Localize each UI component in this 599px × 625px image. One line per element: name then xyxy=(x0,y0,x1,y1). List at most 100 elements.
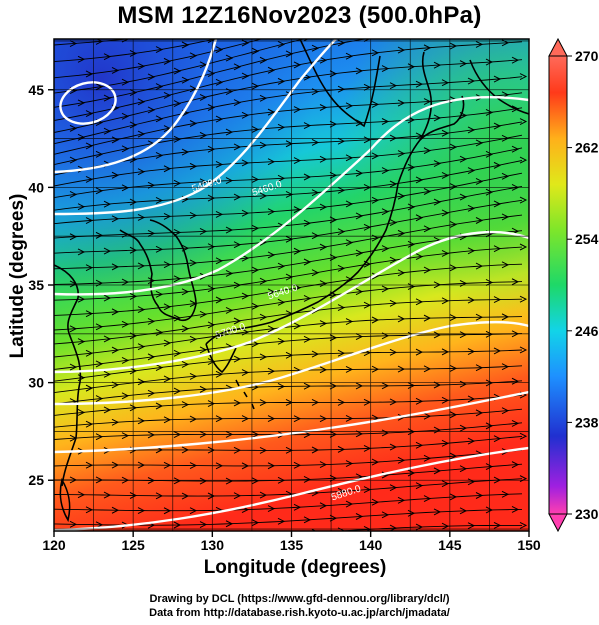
x-axis-label: Longitude (degrees) xyxy=(203,557,387,578)
streamline-arrow xyxy=(449,264,458,272)
streamline-arrow xyxy=(486,4,492,10)
streamline-arrow xyxy=(355,212,364,220)
streamline-arrow xyxy=(259,141,268,149)
y-tick-label: 35 xyxy=(28,277,44,293)
streamline-arrow xyxy=(467,348,476,355)
streamline-arrow xyxy=(103,406,112,414)
streamline-arrow xyxy=(467,296,476,304)
streamline-arrow xyxy=(423,412,432,420)
streamline-arrow xyxy=(511,419,520,427)
streamline-arrow xyxy=(381,429,390,437)
streamline-arrow xyxy=(95,323,104,331)
streamline-arrow xyxy=(398,1,404,7)
streamline-arrow xyxy=(441,297,450,305)
streamline-arrow xyxy=(111,506,120,514)
streamline-arrow xyxy=(173,67,182,75)
streamline-arrow xyxy=(337,487,346,495)
streamline-arrow xyxy=(241,254,250,262)
streamline-arrow xyxy=(233,446,242,454)
streamline-arrow xyxy=(233,355,242,363)
streamline-arrow xyxy=(163,375,172,383)
streamline-arrow xyxy=(389,180,398,188)
streamline-arrow xyxy=(129,121,138,129)
streamline-arrow xyxy=(181,360,190,368)
streamline-arrow xyxy=(241,292,250,300)
streamline-arrow xyxy=(163,91,172,99)
streamline-arrow xyxy=(415,298,424,306)
streamline-arrow xyxy=(69,520,78,528)
streamline-arrow xyxy=(241,462,250,470)
streamline-arrow xyxy=(345,460,354,467)
streamline-arrow xyxy=(319,104,328,111)
streamline-arrow xyxy=(319,155,328,163)
streamline-arrow xyxy=(137,461,146,469)
streamline-arrow xyxy=(207,104,216,111)
streamline-arrow xyxy=(85,461,94,469)
streamline-arrow xyxy=(173,100,182,108)
streamline-arrow xyxy=(449,411,458,419)
streamline-arrow xyxy=(259,94,268,102)
streamline-arrow xyxy=(103,94,112,102)
streamline-arrow xyxy=(363,486,372,494)
streamline-arrow xyxy=(329,120,338,128)
streamline-arrow xyxy=(259,238,268,246)
streamline-arrow xyxy=(259,277,268,285)
streamline-arrow xyxy=(78,536,84,542)
colorbar-bar xyxy=(548,55,568,515)
streamline-arrow xyxy=(199,477,208,485)
streamline-arrow xyxy=(155,197,164,204)
streamline-arrow xyxy=(215,462,224,470)
streamline-arrow xyxy=(215,115,224,123)
streamline-arrow xyxy=(441,249,450,257)
streamline-arrow xyxy=(259,446,268,454)
streamline-arrow xyxy=(441,129,450,137)
streamline-arrow xyxy=(303,295,312,302)
streamline-arrow xyxy=(303,516,312,524)
y-tick-label: 30 xyxy=(28,375,44,391)
colorbar-tick-label: 230 xyxy=(575,506,599,522)
wind-streamlines xyxy=(54,0,528,542)
streamline-arrow xyxy=(251,477,260,485)
streamline-arrow xyxy=(267,251,276,259)
streamline-arrow xyxy=(103,370,112,378)
streamline-arrow xyxy=(423,188,432,195)
chart-title: MSM 12Z16Nov2023 (500.0hPa) xyxy=(117,2,482,29)
streamline-arrow xyxy=(95,360,104,368)
streamline-arrow xyxy=(189,52,198,60)
streamline-arrow xyxy=(104,536,110,542)
streamline-arrow xyxy=(137,417,146,425)
streamline-arrow xyxy=(415,348,424,356)
streamline-arrow xyxy=(319,203,328,211)
streamline-arrow xyxy=(85,142,94,150)
streamline-arrow xyxy=(225,270,234,277)
streamline-arrow xyxy=(519,243,528,251)
streamline-arrow xyxy=(371,196,380,204)
streamline-arrow xyxy=(173,314,182,322)
streamline-arrow xyxy=(319,320,328,327)
y-tick-label: 45 xyxy=(28,82,44,98)
streamline-arrow xyxy=(69,233,78,241)
streamline-arrow xyxy=(267,462,276,470)
x-tick-label: 140 xyxy=(359,537,383,553)
x-tick-label: 130 xyxy=(201,537,225,553)
streamline-arrow xyxy=(200,25,206,31)
streamline-arrow xyxy=(424,0,430,2)
colorbar-tick-label: 238 xyxy=(575,414,599,430)
streamline-arrow xyxy=(501,261,510,269)
streamline-arrow xyxy=(137,306,146,314)
streamline-arrow xyxy=(329,514,338,522)
streamline-arrow xyxy=(259,313,268,321)
streamline-arrow xyxy=(449,183,458,191)
streamline-arrow xyxy=(199,272,208,280)
x-axis: 120 125 130 135 140 145 150 xyxy=(42,531,541,553)
streamline-arrow xyxy=(363,136,372,144)
streamline xyxy=(54,121,523,176)
streamline-arrow xyxy=(174,30,180,36)
streamline-arrow xyxy=(319,415,328,423)
streamline-arrow xyxy=(155,290,164,298)
streamline-arrow xyxy=(251,519,260,527)
streamline-arrow xyxy=(137,62,146,70)
streamline-arrow xyxy=(277,123,286,131)
streamline-arrow xyxy=(345,52,354,60)
streamline-arrow xyxy=(355,513,364,520)
